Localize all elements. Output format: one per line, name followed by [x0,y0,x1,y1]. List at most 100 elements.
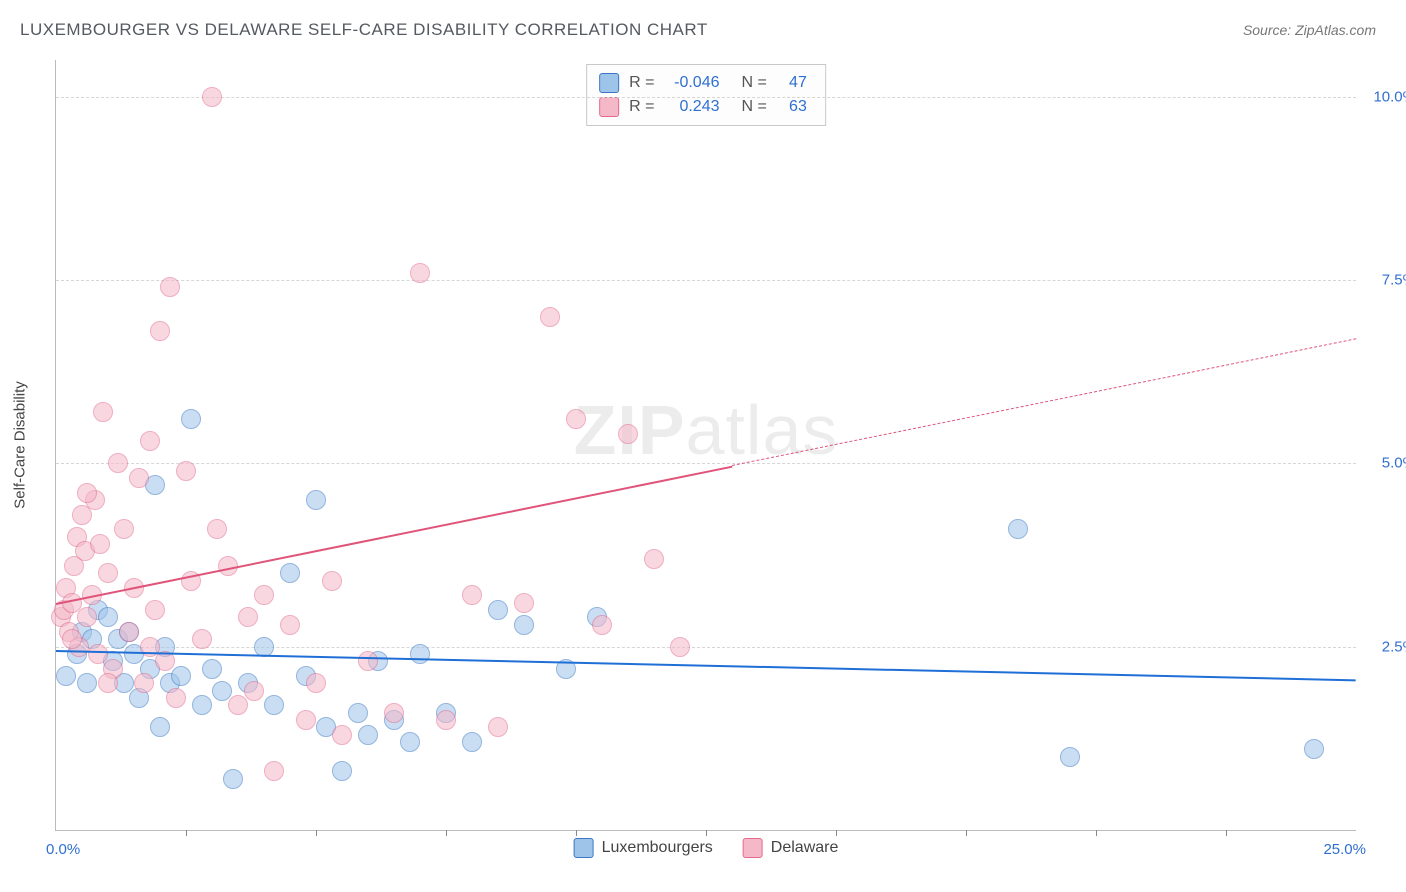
scatter-point-del [90,534,110,554]
x-tick-mark [706,830,707,836]
scatter-point-lux [400,732,420,752]
scatter-point-del [592,615,612,635]
scatter-point-lux [202,659,222,679]
scatter-point-del [134,673,154,693]
chart-title: LUXEMBOURGER VS DELAWARE SELF-CARE DISAB… [20,20,708,40]
stat-value-r: 0.243 [665,95,720,119]
y-tick-label: 7.5% [1361,272,1406,289]
scatter-point-del [244,681,264,701]
scatter-point-lux [77,673,97,693]
scatter-point-lux [150,717,170,737]
stat-label-n: N = [742,95,767,119]
scatter-point-del [254,585,274,605]
scatter-point-del [384,703,404,723]
gridline-h [56,280,1356,281]
scatter-point-del [114,519,134,539]
gridline-h [56,463,1356,464]
legend-swatch [599,97,619,117]
scatter-point-del [618,424,638,444]
stat-value-n: 47 [777,71,807,95]
legend-label: Delaware [771,839,839,857]
scatter-point-del [108,453,128,473]
scatter-point-del [264,761,284,781]
scatter-point-del [306,673,326,693]
stat-label-n: N = [742,71,767,95]
scatter-point-del [332,725,352,745]
scatter-point-del [462,585,482,605]
scatter-point-del [514,593,534,613]
x-tick-mark [186,830,187,836]
scatter-point-del [488,717,508,737]
scatter-point-del [140,431,160,451]
scatter-point-del [145,600,165,620]
scatter-point-lux [410,644,430,664]
scatter-point-del [93,402,113,422]
stats-legend-box: R = -0.046 N = 47 R = 0.243 N = 63 [586,64,826,126]
scatter-point-lux [462,732,482,752]
x-tick-mark [446,830,447,836]
source-name: ZipAtlas.com [1295,22,1376,38]
y-tick-label: 10.0% [1361,88,1406,105]
stat-value-n: 63 [777,95,807,119]
legend-swatch [574,838,594,858]
source-attribution: Source: ZipAtlas.com [1243,22,1376,38]
scatter-point-lux [280,563,300,583]
legend-swatch [743,838,763,858]
scatter-point-del [77,607,97,627]
scatter-point-lux [56,666,76,686]
scatter-point-lux [306,490,326,510]
scatter-point-del [150,321,170,341]
scatter-point-del [192,629,212,649]
stat-label-r: R = [629,95,654,119]
scatter-point-del [280,615,300,635]
scatter-point-lux [264,695,284,715]
legend-swatch [599,73,619,93]
gridline-h [56,97,1356,98]
stat-value-r: -0.046 [665,71,720,95]
scatter-point-del [160,277,180,297]
scatter-point-lux [1304,739,1324,759]
scatter-point-lux [1060,747,1080,767]
scatter-point-del [322,571,342,591]
legend-label: Luxembourgers [602,839,713,857]
y-tick-label: 2.5% [1361,638,1406,655]
scatter-point-lux [488,600,508,620]
scatter-point-lux [98,607,118,627]
scatter-point-del [540,307,560,327]
scatter-point-lux [181,409,201,429]
scatter-point-del [644,549,664,569]
scatter-point-del [98,563,118,583]
regression-line-del-ext [732,339,1356,467]
legend-item: Delaware [743,838,839,858]
scatter-point-lux [223,769,243,789]
x-tick-origin: 0.0% [46,841,80,858]
source-prefix: Source: [1243,22,1295,38]
gridline-h [56,647,1356,648]
scatter-point-del [436,710,456,730]
scatter-point-lux [171,666,191,686]
scatter-point-lux [358,725,378,745]
scatter-point-lux [348,703,368,723]
scatter-point-del [176,461,196,481]
plot-area: ZIPatlas 0.0% 25.0% R =-0.046N =47R =0.2… [55,60,1356,831]
scatter-point-del [670,637,690,657]
scatter-point-del [77,483,97,503]
scatter-point-del [566,409,586,429]
scatter-point-lux [1008,519,1028,539]
scatter-point-del [207,519,227,539]
x-tick-mark [966,830,967,836]
stat-label-r: R = [629,71,654,95]
scatter-point-del [202,87,222,107]
scatter-point-del [410,263,430,283]
x-tick-mark [1096,830,1097,836]
scatter-point-del [166,688,186,708]
x-tick-mark [1226,830,1227,836]
legend-item: Luxembourgers [574,838,713,858]
bottom-legend: Luxembourgers Delaware [574,838,839,858]
scatter-point-del [238,607,258,627]
scatter-point-del [228,695,248,715]
stats-row: R = -0.046 N = 47 [599,71,807,95]
y-axis-label: Self-Care Disability [12,381,29,509]
scatter-point-del [88,644,108,664]
scatter-point-lux [192,695,212,715]
